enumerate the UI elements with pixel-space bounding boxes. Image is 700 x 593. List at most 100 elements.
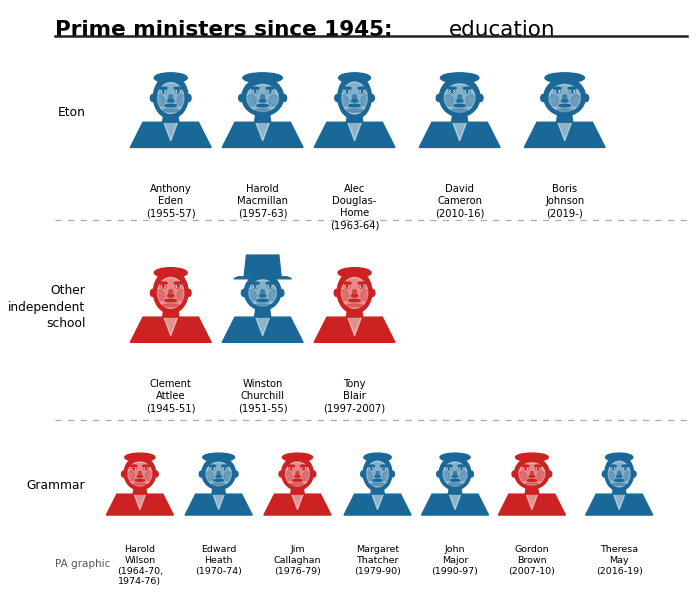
Ellipse shape [523, 467, 528, 470]
Ellipse shape [632, 471, 636, 477]
Polygon shape [260, 95, 265, 101]
Ellipse shape [284, 471, 292, 481]
Ellipse shape [541, 94, 545, 101]
Ellipse shape [358, 282, 366, 284]
Polygon shape [526, 494, 538, 509]
Ellipse shape [611, 468, 615, 470]
Ellipse shape [527, 479, 537, 482]
Ellipse shape [344, 90, 350, 93]
Ellipse shape [254, 304, 272, 307]
Ellipse shape [440, 73, 479, 83]
Ellipse shape [128, 462, 152, 486]
Ellipse shape [165, 299, 176, 302]
Ellipse shape [602, 471, 606, 477]
Text: Other
independent
school: Other independent school [8, 285, 85, 330]
Ellipse shape [158, 278, 184, 308]
Ellipse shape [470, 471, 473, 477]
Ellipse shape [153, 75, 188, 119]
Ellipse shape [124, 457, 155, 490]
Ellipse shape [224, 471, 232, 481]
Ellipse shape [279, 289, 284, 296]
Polygon shape [372, 494, 384, 509]
Polygon shape [376, 471, 379, 477]
Ellipse shape [345, 90, 349, 93]
Ellipse shape [174, 282, 182, 284]
Ellipse shape [122, 471, 125, 477]
Polygon shape [449, 494, 461, 509]
Polygon shape [162, 309, 178, 317]
Ellipse shape [451, 109, 468, 112]
Ellipse shape [349, 104, 361, 107]
Ellipse shape [535, 465, 542, 467]
Ellipse shape [269, 95, 279, 106]
Ellipse shape [554, 90, 560, 93]
Ellipse shape [133, 468, 134, 469]
Ellipse shape [150, 94, 155, 101]
Ellipse shape [158, 82, 184, 113]
Ellipse shape [234, 471, 238, 477]
Ellipse shape [380, 465, 387, 467]
Ellipse shape [177, 290, 188, 301]
Ellipse shape [154, 267, 187, 278]
Polygon shape [314, 317, 395, 342]
Ellipse shape [144, 468, 148, 470]
Ellipse shape [445, 465, 452, 467]
Ellipse shape [536, 467, 540, 470]
Ellipse shape [569, 90, 575, 93]
Ellipse shape [247, 84, 279, 111]
Ellipse shape [612, 468, 614, 469]
Polygon shape [169, 95, 173, 101]
Ellipse shape [246, 95, 256, 106]
Ellipse shape [343, 87, 351, 89]
Ellipse shape [456, 100, 463, 103]
Ellipse shape [519, 463, 545, 485]
Polygon shape [295, 471, 300, 477]
Ellipse shape [338, 75, 371, 119]
Polygon shape [292, 494, 303, 509]
Ellipse shape [338, 290, 348, 301]
Ellipse shape [338, 267, 371, 278]
Ellipse shape [162, 91, 164, 93]
Text: Theresa
May
(2016-19): Theresa May (2016-19) [596, 545, 643, 576]
Ellipse shape [449, 90, 455, 93]
Ellipse shape [160, 90, 166, 93]
Polygon shape [558, 122, 572, 141]
Ellipse shape [559, 104, 570, 107]
Text: Edward
Heath
(1970-74): Edward Heath (1970-74) [195, 545, 242, 576]
Ellipse shape [343, 282, 351, 284]
Polygon shape [556, 114, 573, 122]
Polygon shape [244, 255, 281, 277]
Ellipse shape [612, 483, 626, 486]
Ellipse shape [270, 285, 271, 287]
Ellipse shape [202, 457, 235, 489]
Polygon shape [255, 309, 271, 317]
Ellipse shape [344, 285, 350, 288]
Ellipse shape [571, 91, 573, 93]
Ellipse shape [537, 471, 546, 481]
Ellipse shape [466, 91, 468, 93]
Polygon shape [255, 114, 271, 122]
Ellipse shape [360, 471, 365, 477]
Ellipse shape [478, 94, 483, 101]
Ellipse shape [199, 471, 203, 477]
Ellipse shape [584, 94, 589, 101]
Polygon shape [586, 494, 653, 515]
Ellipse shape [346, 304, 363, 307]
Ellipse shape [282, 453, 312, 461]
Ellipse shape [175, 285, 181, 288]
Polygon shape [162, 114, 178, 122]
Ellipse shape [244, 274, 281, 310]
Ellipse shape [145, 471, 154, 481]
Ellipse shape [290, 468, 292, 469]
Ellipse shape [370, 468, 372, 469]
Polygon shape [260, 290, 265, 296]
Ellipse shape [452, 476, 458, 477]
Text: Anthony
Eden
(1955-57): Anthony Eden (1955-57) [146, 184, 195, 218]
Ellipse shape [312, 471, 316, 477]
Ellipse shape [239, 94, 244, 101]
Ellipse shape [383, 468, 384, 469]
Ellipse shape [548, 95, 559, 106]
Ellipse shape [359, 90, 365, 93]
Ellipse shape [345, 285, 349, 288]
Ellipse shape [167, 295, 174, 297]
